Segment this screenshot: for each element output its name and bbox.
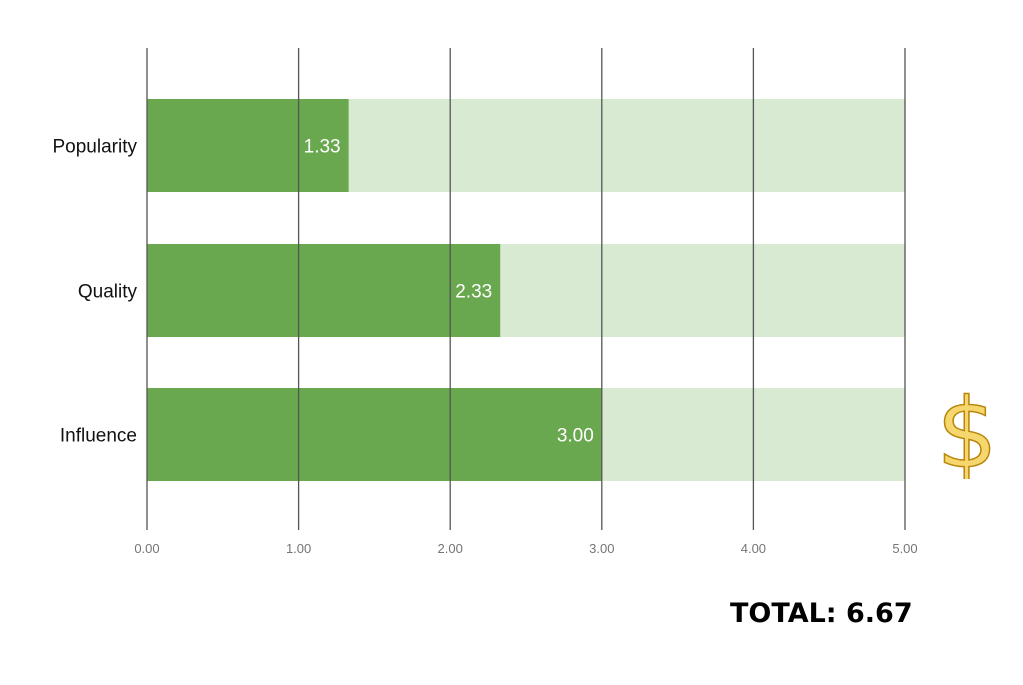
category-label-quality: Quality [78,282,138,303]
x-tick-label: 2.00 [438,541,463,556]
bar-popularity [147,99,349,192]
category-label-popularity: Popularity [53,137,138,158]
dollar-sign-icon: $ [936,387,999,479]
x-tick-labels: 0.00 1.00 2.00 3.00 4.00 5.00 [134,541,917,556]
bar-quality [147,244,501,337]
value-bars [147,99,602,481]
value-label-quality: 2.33 [455,282,492,303]
grid-lines [146,48,906,530]
x-tick-label: 1.00 [286,541,311,556]
category-label-influence: Influence [60,426,137,447]
category-labels: Popularity Quality Influence [53,137,138,447]
value-label-popularity: 1.33 [304,137,341,158]
x-tick-label: 3.00 [589,541,614,556]
value-label-influence: 3.00 [557,426,594,447]
value-labels: 1.33 2.33 3.00 [304,137,594,447]
total-label: TOTAL: 6.67 [730,598,913,629]
bar-influence [147,388,602,481]
x-tick-label: 4.00 [741,541,766,556]
x-tick-label: 0.00 [134,541,159,556]
x-tick-label: 5.00 [892,541,917,556]
svg-text:$: $ [936,387,997,479]
